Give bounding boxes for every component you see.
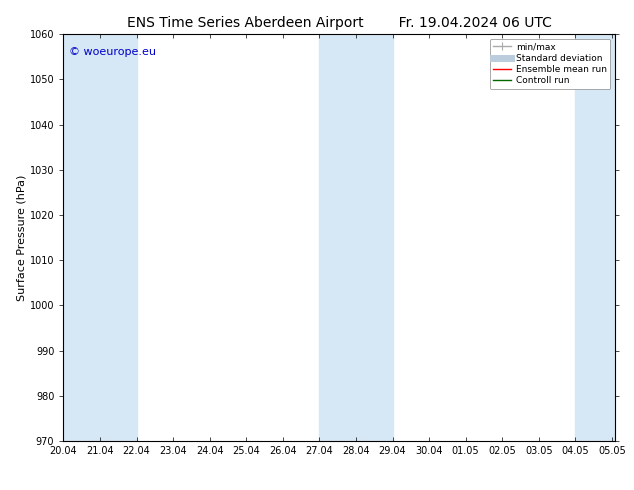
Y-axis label: Surface Pressure (hPa): Surface Pressure (hPa) — [17, 174, 27, 301]
Text: © woeurope.eu: © woeurope.eu — [69, 47, 156, 56]
Bar — [576, 34, 615, 441]
Title: ENS Time Series Aberdeen Airport        Fr. 19.04.2024 06 UTC: ENS Time Series Aberdeen Airport Fr. 19.… — [127, 16, 552, 30]
Legend: min/max, Standard deviation, Ensemble mean run, Controll run: min/max, Standard deviation, Ensemble me… — [489, 39, 611, 89]
Bar — [320, 34, 392, 441]
Bar — [63, 34, 136, 441]
